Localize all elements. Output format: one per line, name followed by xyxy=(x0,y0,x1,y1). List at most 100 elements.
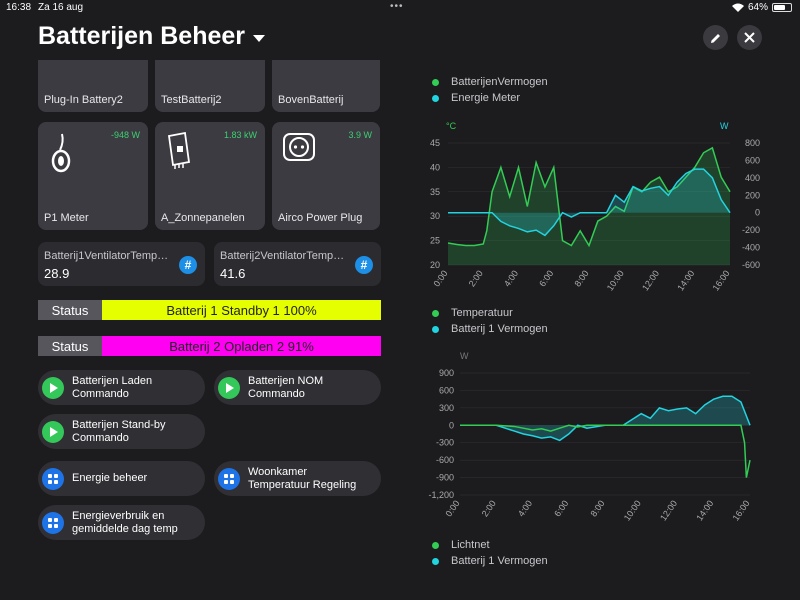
legend-dot xyxy=(432,94,439,102)
batterij-vermogen-area xyxy=(460,396,750,441)
legend-dot xyxy=(432,557,439,565)
edit-button[interactable] xyxy=(703,25,728,50)
dashboard-icon xyxy=(42,511,64,534)
device-card-zonnepanelen[interactable]: 1.83 kW A_Zonnepanelen xyxy=(155,122,265,230)
legend-item[interactable]: Temperatuur xyxy=(432,305,548,321)
x-tick-label: 14:00 xyxy=(694,498,715,522)
status-label: Status xyxy=(38,300,102,320)
script-batterijen-laden-button[interactable]: Batterijen Laden Commando xyxy=(38,370,205,405)
legend-dot xyxy=(432,325,439,333)
y2-tick-label: 0 xyxy=(755,208,760,218)
legend-label: Lichtnet xyxy=(451,539,490,551)
number-sensor-icon: # xyxy=(355,256,373,274)
legend-item[interactable]: Lichtnet xyxy=(432,537,548,553)
x-tick-label: 10:00 xyxy=(605,268,626,292)
x-tick-label: 12:00 xyxy=(640,268,661,292)
y2-tick-label: -400 xyxy=(742,243,760,253)
legend-item[interactable]: Batterij 1 Vermogen xyxy=(432,321,548,337)
sensor-card-batterij2-temp[interactable]: Batterij2VentilatorTemperatuur 41.6 # xyxy=(214,242,381,286)
legend-item[interactable]: BatterijenVermogen xyxy=(432,74,548,90)
wifi-icon xyxy=(731,3,744,12)
y2-tick-label: 600 xyxy=(745,155,760,165)
status-row-batterij2: Status Batterij 2 Opladen 2 91% xyxy=(38,336,381,356)
card-label: P1 Meter xyxy=(44,212,89,224)
script-batterijen-nom-button[interactable]: Batterijen NOM Commando xyxy=(214,370,381,405)
x-tick-label: 0:00 xyxy=(443,498,461,518)
pill-line2: Temperatuur Regeling xyxy=(248,478,357,491)
card-label: Plug-In Battery2 xyxy=(44,94,123,106)
card-label: TestBatterij2 xyxy=(161,94,222,106)
multitask-dots-icon[interactable]: ••• xyxy=(390,1,404,12)
pill-line2: Commando xyxy=(72,431,129,444)
pill-line1: Batterijen NOM xyxy=(248,374,324,387)
y-tick-label: 30 xyxy=(430,211,440,221)
page-title-text: Batterijen Beheer xyxy=(38,22,246,50)
y-tick-label: 45 xyxy=(430,138,440,148)
script-batterijen-standby-button[interactable]: Batterijen Stand-by Commando xyxy=(38,414,205,449)
x-tick-label: 2:00 xyxy=(467,268,485,288)
y-tick-label: 300 xyxy=(439,403,454,413)
legend-dot xyxy=(432,78,439,86)
pill-text: Batterijen NOM Commando xyxy=(248,375,323,401)
pill-text: Batterijen Stand-by Commando xyxy=(72,419,166,445)
left-unit: °C xyxy=(446,121,457,131)
battery-card-plugin[interactable]: Plug-In Battery2 xyxy=(38,60,148,112)
status-bar: 16:38 Za 16 aug ••• 64% xyxy=(0,0,800,16)
card-label: Airco Power Plug xyxy=(278,212,363,224)
legend-label: Temperatuur xyxy=(451,307,513,319)
status-label: Status xyxy=(38,336,102,356)
battery-percent: 64% xyxy=(747,2,768,13)
x-tick-label: 2:00 xyxy=(480,498,498,518)
dashboard-icon xyxy=(42,467,64,490)
legend-label: Batterij 1 Vermogen xyxy=(451,323,548,335)
close-button[interactable] xyxy=(737,25,762,50)
y-tick-label: 35 xyxy=(430,187,440,197)
pill-line2: gemiddelde dag temp xyxy=(72,522,178,535)
x-tick-label: 16:00 xyxy=(711,268,732,292)
y-tick-label: 900 xyxy=(439,368,454,378)
nav-energieverbruik-button[interactable]: Energieverbruik en gemiddelde dag temp xyxy=(38,505,205,540)
chart-top-legend: BatterijenVermogen Energie Meter xyxy=(432,74,548,106)
y-tick-label: 20 xyxy=(430,260,440,270)
y-tick-label: -600 xyxy=(436,455,454,465)
device-card-p1[interactable]: -948 W P1 Meter xyxy=(38,122,148,230)
battery-card-boven[interactable]: BovenBatterij xyxy=(272,60,380,112)
pill-text: Energie beheer xyxy=(72,472,147,485)
temperature-power-chart[interactable]: °C W 45 40 35 30 25 20 800 600 400 200 0 -200 -400 -600… xyxy=(420,115,760,300)
right-unit: W xyxy=(720,121,729,131)
battery-fill xyxy=(774,5,785,10)
status-right: 64% xyxy=(731,2,792,13)
chevron-down-icon[interactable] xyxy=(253,35,266,42)
socket-icon xyxy=(283,133,315,161)
legend-item[interactable]: Batterij 1 Vermogen xyxy=(432,553,548,569)
play-icon xyxy=(218,376,240,399)
pill-text: Batterijen Laden Commando xyxy=(72,375,152,401)
sensor-card-batterij1-temp[interactable]: Batterij1VentilatorTemperatuur 28.9 # xyxy=(38,242,205,286)
sensor-name: Batterij2VentilatorTemperatuur xyxy=(220,250,350,262)
status-value: Batterij 1 Standby 1 100% xyxy=(102,300,381,320)
sensor-value: 41.6 xyxy=(220,266,246,281)
pill-line2: Commando xyxy=(248,387,305,400)
status-row-batterij1: Status Batterij 1 Standby 1 100% xyxy=(38,300,381,320)
pencil-icon xyxy=(710,33,720,43)
clock: 16:38 xyxy=(6,2,32,13)
nav-woonkamer-temperatuur-button[interactable]: Woonkamer Temperatuur Regeling xyxy=(214,461,381,496)
y-tick-label: 25 xyxy=(430,236,440,246)
y2-tick-label: 800 xyxy=(745,138,760,148)
y-tick-label: 600 xyxy=(439,385,454,395)
number-sensor-icon: # xyxy=(179,256,197,274)
unit-label: W xyxy=(460,351,469,361)
battery-card-test[interactable]: TestBatterij2 xyxy=(155,60,265,112)
nav-energie-beheer-button[interactable]: Energie beheer xyxy=(38,461,205,496)
x-tick-label: 4:00 xyxy=(516,498,534,518)
legend-label: Energie Meter xyxy=(451,92,521,104)
device-card-airco[interactable]: 3.9 W Airco Power Plug xyxy=(272,122,380,230)
pill-line1: Energie beheer xyxy=(72,472,148,484)
sensor-name: Batterij1VentilatorTemperatuur xyxy=(44,250,174,262)
page-title[interactable]: Batterijen Beheer xyxy=(38,22,266,51)
battery-icon xyxy=(772,3,792,12)
legend-item[interactable]: Energie Meter xyxy=(432,90,548,106)
batterij-vermogen-area xyxy=(448,169,730,236)
y-tick-label: 0 xyxy=(449,420,454,430)
